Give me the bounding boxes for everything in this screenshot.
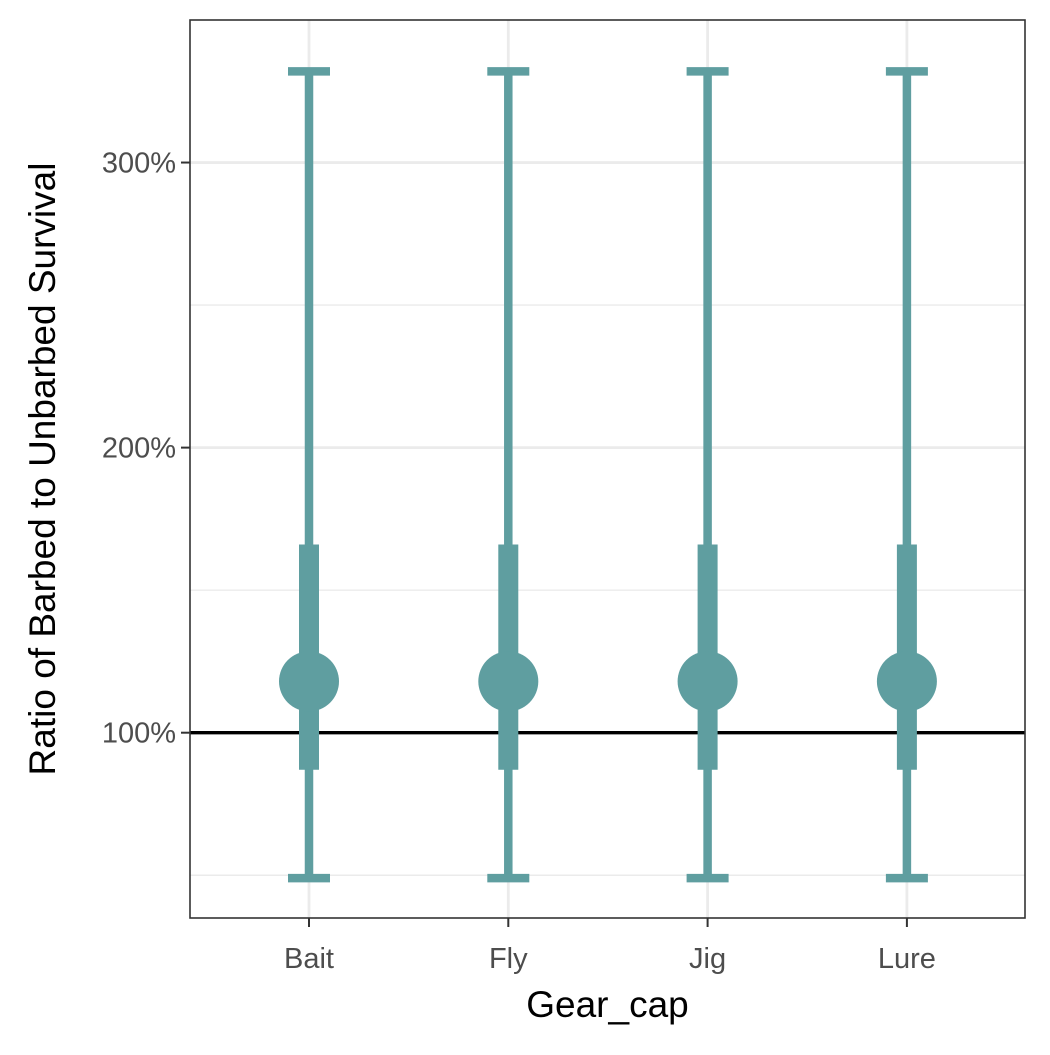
x-axis-title: Gear_cap [526,984,689,1025]
y-axis-title: Ratio of Barbed to Unbarbed Survival [22,163,63,776]
point-estimate [876,651,937,712]
point-estimate [677,651,738,712]
x-tick-label: Fly [489,943,528,975]
x-tick-label: Lure [878,943,936,975]
panel-border [189,19,1026,919]
point-estimate [279,651,339,712]
marks-layer [279,67,937,883]
grid-layer [190,20,1025,918]
axis-layer: 100% 200% 300% Bait Fly Jig Lure [102,148,936,975]
x-tick-label: Jig [689,943,726,975]
y-tick-label: 200% [102,433,176,465]
y-tick-label: 300% [102,148,176,180]
x-tick-label: Bait [284,943,334,975]
y-tick-label: 100% [102,718,176,750]
point-estimate [478,651,539,712]
